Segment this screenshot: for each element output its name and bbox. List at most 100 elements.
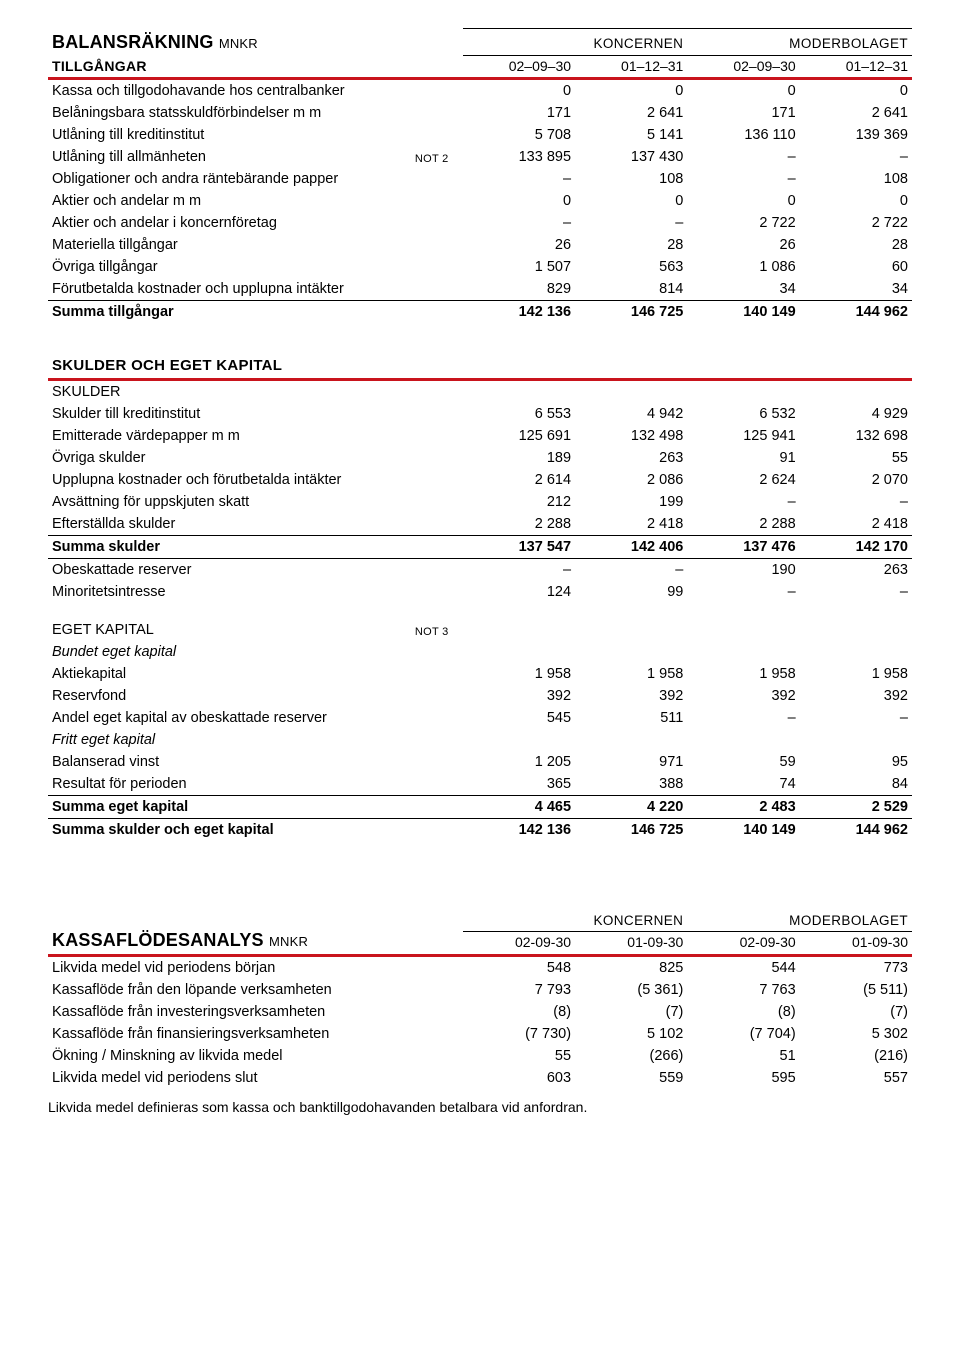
row-note (411, 955, 463, 979)
row-label: Emitterade värdepapper m m (48, 425, 411, 447)
row-note (411, 190, 463, 212)
row-value: – (800, 491, 912, 513)
row-value: – (575, 558, 687, 581)
row-label: Förutbetalda kostnader och upplupna intä… (48, 278, 411, 301)
row-value: 51 (687, 1045, 799, 1067)
table-row: Aktiekapital1 9581 9581 9581 958 (48, 663, 912, 685)
row-value: 392 (463, 685, 575, 707)
table-row: Upplupna kostnader och förutbetalda intä… (48, 469, 912, 491)
row-note (411, 751, 463, 773)
row-value: 2 418 (800, 513, 912, 536)
row-value: (7 704) (687, 1023, 799, 1045)
cashflow-group-moderbolaget: MODERBOLAGET (687, 911, 912, 932)
table-row: Kassa och tillgodohavande hos centralban… (48, 79, 912, 103)
row-label: Kassaflöde från investeringsverksamheten (48, 1001, 411, 1023)
table-row: Resultat för perioden3653887484 (48, 773, 912, 796)
row-note (411, 425, 463, 447)
row-value: 388 (575, 773, 687, 796)
table-row: Materiella tillgångar26282628 (48, 234, 912, 256)
row-note (411, 79, 463, 103)
table-row: Övriga skulder1892639155 (48, 447, 912, 469)
balance-assets-heading: TILLGÅNGAR (48, 55, 411, 77)
col-header: 02–09–30 (463, 55, 575, 77)
cashflow-footnote: Likvida medel definieras som kassa och b… (48, 1099, 912, 1115)
row-value: (5 511) (800, 979, 912, 1001)
row-value: – (800, 581, 912, 603)
row-value: 0 (575, 190, 687, 212)
row-value: 2 418 (575, 513, 687, 536)
row-value: 171 (687, 102, 799, 124)
row-value: 74 (687, 773, 799, 796)
row-label: Reservfond (48, 685, 411, 707)
row-value: (216) (800, 1045, 912, 1067)
table-row: Kassaflöde från den löpande verksamheten… (48, 979, 912, 1001)
equity-free-rows: Balanserad vinst1 2059715995Resultat för… (48, 751, 912, 796)
row-label: Resultat för perioden (48, 773, 411, 796)
row-value: 263 (575, 447, 687, 469)
row-value: 189 (463, 447, 575, 469)
row-note (411, 403, 463, 425)
table-row: Likvida medel vid periodens början548825… (48, 955, 912, 979)
row-note (411, 491, 463, 513)
row-value: 133 895 (463, 146, 575, 168)
row-value: 139 369 (800, 124, 912, 146)
row-value: – (800, 707, 912, 729)
row-value: 0 (687, 79, 799, 103)
col-header: 02-09-30 (463, 932, 575, 954)
row-value: 2 288 (463, 513, 575, 536)
row-value: 6 553 (463, 403, 575, 425)
row-label: Aktier och andelar i koncernföretag (48, 212, 411, 234)
row-value: 5 141 (575, 124, 687, 146)
row-value: 4 929 (800, 403, 912, 425)
row-note (411, 1067, 463, 1089)
row-value: 0 (575, 79, 687, 103)
row-label: Skulder till kreditinstitut (48, 403, 411, 425)
row-value: 2 641 (800, 102, 912, 124)
liab-subheading: SKULDER (48, 379, 912, 403)
row-note (411, 212, 463, 234)
col-header: 01–12–31 (575, 55, 687, 77)
row-value: 136 110 (687, 124, 799, 146)
row-value: 2 641 (575, 102, 687, 124)
row-note (411, 1023, 463, 1045)
col-header: 01–12–31 (800, 55, 912, 77)
page: BALANSRÄKNING MNKR KONCERNEN MODERBOLAGE… (0, 0, 960, 1155)
row-value: – (575, 212, 687, 234)
row-value: 137 430 (575, 146, 687, 168)
table-row: Belåningsbara statsskuldförbindelser m m… (48, 102, 912, 124)
row-label: Obeskattade reserver (48, 558, 411, 581)
asset-rows: Kassa och tillgodohavande hos centralban… (48, 79, 912, 301)
row-label: Kassaflöde från den löpande verksamheten (48, 979, 411, 1001)
table-row: Ökning / Minskning av likvida medel55(26… (48, 1045, 912, 1067)
balance-sheet-table: BALANSRÄKNING MNKR KONCERNEN MODERBOLAGE… (48, 28, 912, 841)
row-value: 55 (463, 1045, 575, 1067)
row-value: 559 (575, 1067, 687, 1089)
row-label: Likvida medel vid periodens början (48, 955, 411, 979)
row-value: 7 793 (463, 979, 575, 1001)
row-value: (7) (575, 1001, 687, 1023)
row-value: – (463, 168, 575, 190)
row-value: 0 (463, 79, 575, 103)
col-header: 02-09-30 (687, 932, 799, 954)
row-note (411, 168, 463, 190)
row-note (411, 447, 463, 469)
row-label: Balanserad vinst (48, 751, 411, 773)
liability-rows: Skulder till kreditinstitut6 5534 9426 5… (48, 403, 912, 536)
row-value: 34 (800, 278, 912, 301)
row-label: Övriga tillgångar (48, 256, 411, 278)
row-value: (7 730) (463, 1023, 575, 1045)
table-row: Förutbetalda kostnader och upplupna intä… (48, 278, 912, 301)
row-value: – (687, 581, 799, 603)
row-value: 2 722 (800, 212, 912, 234)
table-row: Minoritetsintresse12499–– (48, 581, 912, 603)
row-value: 0 (687, 190, 799, 212)
row-note (411, 1001, 463, 1023)
table-row: Övriga tillgångar1 5075631 08660 (48, 256, 912, 278)
row-value: 1 507 (463, 256, 575, 278)
table-row: Kassaflöde från investeringsverksamheten… (48, 1001, 912, 1023)
row-value: 59 (687, 751, 799, 773)
table-row: Likvida medel vid periodens slut60355959… (48, 1067, 912, 1089)
sum-equity-row: Summa eget kapital 4 465 4 220 2 483 2 5… (48, 795, 912, 818)
row-value: 199 (575, 491, 687, 513)
row-value: 5 302 (800, 1023, 912, 1045)
